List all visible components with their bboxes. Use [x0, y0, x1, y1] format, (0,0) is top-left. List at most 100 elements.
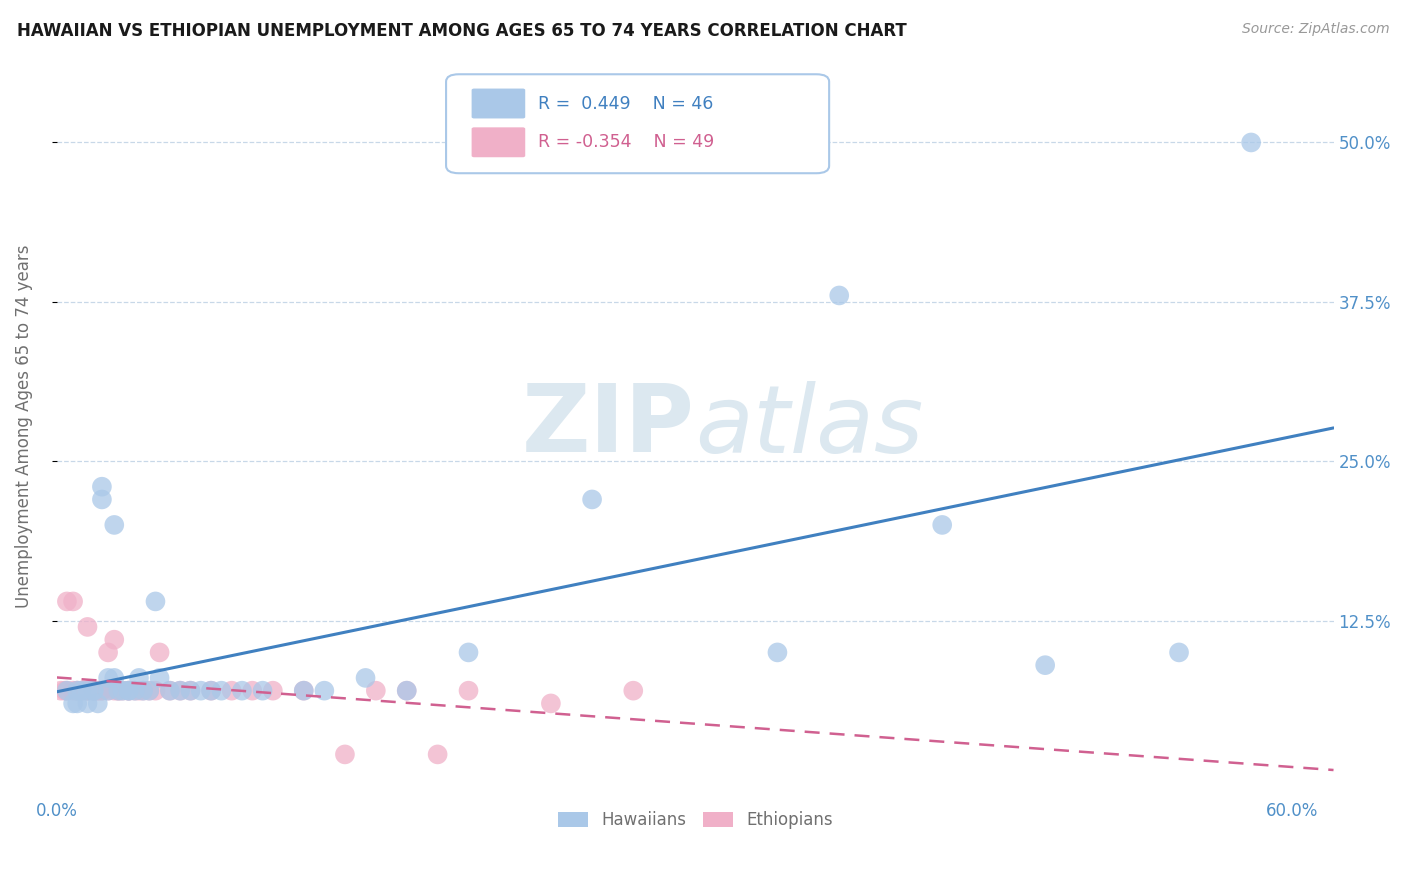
- Point: [1168, 645, 1191, 659]
- Point: [149, 671, 172, 685]
- Point: [314, 683, 336, 698]
- Point: [76, 683, 98, 698]
- Point: [111, 683, 134, 698]
- Point: [252, 683, 274, 698]
- Point: [581, 492, 603, 507]
- Point: [159, 683, 181, 698]
- Text: R = -0.354    N = 49: R = -0.354 N = 49: [538, 133, 714, 152]
- Point: [103, 683, 125, 698]
- Point: [90, 492, 112, 507]
- Point: [221, 683, 243, 698]
- Point: [200, 683, 222, 698]
- Point: [83, 683, 105, 698]
- Point: [76, 697, 98, 711]
- Point: [107, 683, 129, 698]
- Text: Source: ZipAtlas.com: Source: ZipAtlas.com: [1241, 22, 1389, 37]
- Point: [190, 683, 212, 698]
- Point: [97, 645, 120, 659]
- Point: [354, 671, 377, 685]
- Point: [118, 683, 141, 698]
- FancyBboxPatch shape: [446, 74, 830, 173]
- Text: atlas: atlas: [695, 381, 924, 472]
- Point: [395, 683, 418, 698]
- Text: HAWAIIAN VS ETHIOPIAN UNEMPLOYMENT AMONG AGES 65 TO 74 YEARS CORRELATION CHART: HAWAIIAN VS ETHIOPIAN UNEMPLOYMENT AMONG…: [17, 22, 907, 40]
- Text: ZIP: ZIP: [522, 380, 695, 472]
- Point: [395, 683, 418, 698]
- Text: R =  0.449    N = 46: R = 0.449 N = 46: [538, 95, 713, 112]
- Point: [179, 683, 201, 698]
- Point: [76, 683, 98, 698]
- Point: [56, 683, 79, 698]
- Point: [53, 683, 76, 698]
- FancyBboxPatch shape: [471, 88, 526, 119]
- Point: [118, 683, 141, 698]
- Point: [457, 683, 479, 698]
- Point: [97, 683, 120, 698]
- Point: [145, 683, 167, 698]
- Point: [90, 683, 112, 698]
- Point: [111, 683, 134, 698]
- Point: [90, 480, 112, 494]
- Point: [292, 683, 315, 698]
- Point: [149, 645, 172, 659]
- Point: [128, 671, 150, 685]
- Point: [118, 683, 141, 698]
- Point: [76, 683, 98, 698]
- Point: [457, 645, 479, 659]
- Point: [62, 683, 84, 698]
- Point: [87, 683, 110, 698]
- Point: [107, 683, 129, 698]
- Point: [138, 683, 160, 698]
- Point: [159, 683, 181, 698]
- Point: [169, 683, 191, 698]
- Point: [97, 683, 120, 698]
- Point: [83, 683, 105, 698]
- Point: [103, 517, 125, 532]
- Point: [49, 683, 72, 698]
- Point: [621, 683, 644, 698]
- Point: [70, 683, 93, 698]
- Point: [118, 683, 141, 698]
- Y-axis label: Unemployment Among Ages 65 to 74 years: Unemployment Among Ages 65 to 74 years: [15, 244, 32, 607]
- Point: [66, 697, 89, 711]
- Point: [128, 683, 150, 698]
- FancyBboxPatch shape: [471, 128, 526, 157]
- Point: [66, 683, 89, 698]
- Point: [90, 683, 112, 698]
- Point: [138, 683, 160, 698]
- Point: [124, 683, 146, 698]
- Point: [76, 620, 98, 634]
- Point: [83, 683, 105, 698]
- Point: [209, 683, 232, 698]
- Point: [103, 632, 125, 647]
- Point: [132, 683, 155, 698]
- Point: [333, 747, 356, 762]
- Point: [179, 683, 201, 698]
- Point: [828, 288, 851, 302]
- Point: [66, 683, 89, 698]
- Point: [240, 683, 263, 698]
- Point: [56, 683, 79, 698]
- Point: [1033, 658, 1056, 673]
- Point: [169, 683, 191, 698]
- Point: [292, 683, 315, 698]
- Point: [103, 671, 125, 685]
- Point: [540, 697, 562, 711]
- Point: [70, 683, 93, 698]
- Point: [931, 517, 953, 532]
- Point: [124, 683, 146, 698]
- Point: [200, 683, 222, 698]
- Point: [426, 747, 449, 762]
- Point: [262, 683, 284, 698]
- Point: [70, 683, 93, 698]
- Legend: Hawaiians, Ethiopians: Hawaiians, Ethiopians: [551, 805, 839, 836]
- Point: [132, 683, 155, 698]
- Point: [56, 594, 79, 608]
- Point: [66, 683, 89, 698]
- Point: [231, 683, 253, 698]
- Point: [766, 645, 789, 659]
- Point: [364, 683, 387, 698]
- Point: [83, 683, 105, 698]
- Point: [62, 594, 84, 608]
- Point: [1240, 136, 1263, 150]
